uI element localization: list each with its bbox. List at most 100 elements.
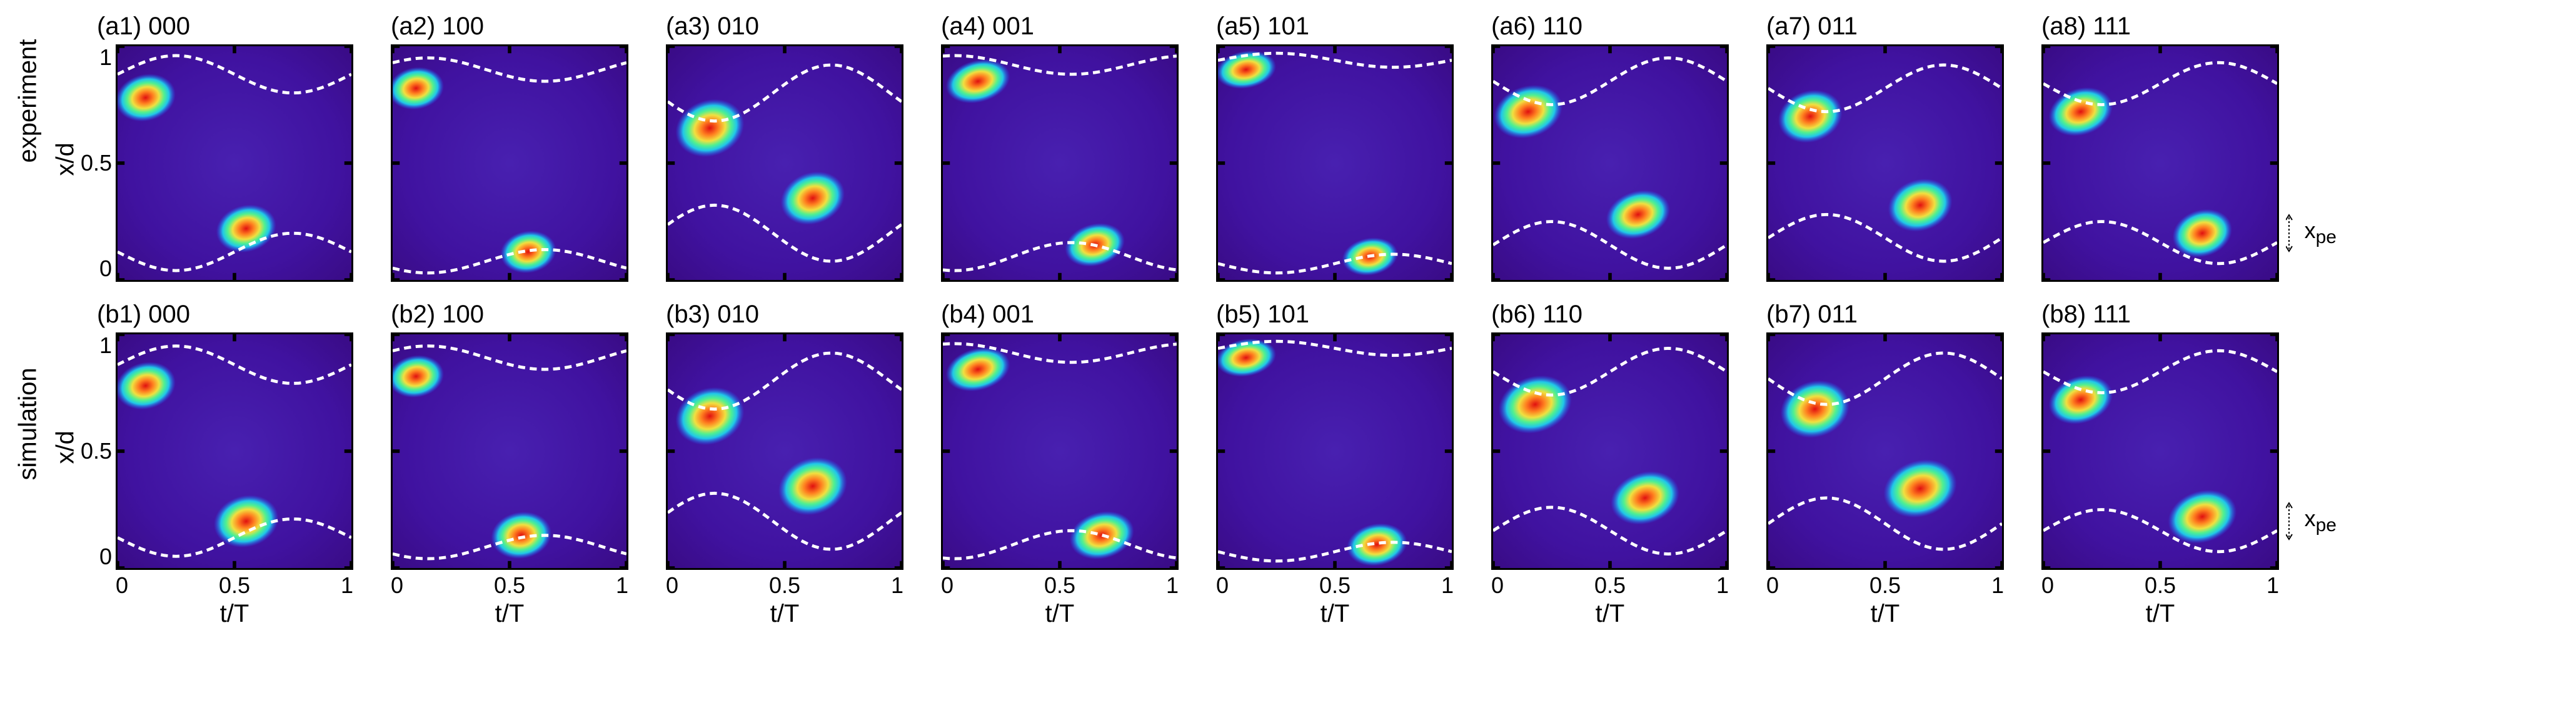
panel-b6: (b6) 110 00.51t/T — [1491, 301, 1729, 628]
x-tick-label: 0 — [2041, 572, 2054, 599]
panels-row: (b1) 000x/d10.50 00.51t — [53, 301, 2279, 628]
x-tick-label: 0.5 — [2145, 572, 2176, 599]
x-axis-label: t/T — [1321, 600, 1350, 628]
x-axis-label: t/T — [495, 600, 525, 628]
heatmap-plot — [1491, 44, 1729, 282]
heatmap-plot — [941, 44, 1179, 282]
x-tick-label: 0.5 — [1319, 572, 1351, 599]
panel-a8: (a8) 111 — [2041, 12, 2279, 282]
y-tick-labels: 10.50 — [78, 44, 116, 282]
x-tick-label: 0.5 — [1594, 572, 1626, 599]
x-tick-labels: 00.51 — [666, 570, 903, 599]
x-tick-label: 0.5 — [494, 572, 525, 599]
panel-b3: (b3) 010 00.51t/T — [666, 301, 903, 628]
x-tick-label: 0 — [666, 572, 678, 599]
x-tick-labels: 00.51 — [2041, 570, 2279, 599]
xpe-bracket-icon — [2286, 499, 2305, 543]
panel-title: (a5) 101 — [1216, 12, 1309, 41]
panel-title: (a1) 000 — [53, 12, 190, 41]
x-tick-label: 0 — [116, 572, 128, 599]
panel-title: (b5) 101 — [1216, 301, 1309, 329]
x-axis: 00.51t/T — [2041, 570, 2279, 628]
xpe-label-text: xpe — [2305, 217, 2337, 248]
heatmap-plot: xpe — [2041, 332, 2279, 570]
x-axis-label: t/T — [2146, 600, 2175, 628]
y-tick-label: 0.5 — [78, 150, 112, 176]
heatmap-plot — [116, 44, 353, 282]
heatmap-plot — [1216, 332, 1454, 570]
x-axis-label: t/T — [220, 600, 249, 628]
x-tick-label: 1 — [891, 572, 903, 599]
heatmap-plot — [1766, 332, 2004, 570]
x-tick-labels: 00.51 — [941, 570, 1179, 599]
x-tick-label: 1 — [1716, 572, 1729, 599]
xpe-annotation: xpe — [2286, 211, 2337, 255]
x-tick-label: 0.5 — [769, 572, 800, 599]
panel-title: (a8) 111 — [2041, 12, 2131, 41]
heatmap-plot — [666, 332, 903, 570]
panel-b1: (b1) 000x/d10.50 00.51t — [53, 301, 353, 628]
panel-title: (a2) 100 — [391, 12, 484, 41]
panel-b7: (b7) 011 00.51t/T — [1766, 301, 2004, 628]
x-axis-label: t/T — [770, 600, 800, 628]
x-tick-label: 0 — [1491, 572, 1504, 599]
panel-title: (a7) 011 — [1766, 12, 1858, 41]
panel-b4: (b4) 001 00.51t/T — [941, 301, 1179, 628]
row-label: experiment — [14, 132, 43, 163]
x-tick-label: 1 — [2267, 572, 2279, 599]
panel-a4: (a4) 001 — [941, 12, 1179, 282]
x-tick-label: 1 — [1166, 572, 1179, 599]
x-tick-label: 0 — [391, 572, 403, 599]
x-tick-label: 0 — [1216, 572, 1229, 599]
panel-a7: (a7) 011 — [1766, 12, 2004, 282]
x-tick-label: 1 — [616, 572, 628, 599]
panel-a2: (a2) 100 — [391, 12, 628, 282]
panels-row: (a1) 000x/d10.50 (a2) 1 — [53, 12, 2279, 282]
x-tick-label: 1 — [341, 572, 353, 599]
x-tick-labels: 00.51 — [116, 570, 353, 599]
x-tick-label: 1 — [1991, 572, 2004, 599]
heatmap-plot — [1491, 332, 1729, 570]
x-tick-labels: 00.51 — [1216, 570, 1454, 599]
x-tick-label: 0.5 — [1044, 572, 1075, 599]
panel-title: (b6) 110 — [1491, 301, 1582, 329]
panel-b5: (b5) 101 00.51t/T — [1216, 301, 1454, 628]
panel-a6: (a6) 110 — [1491, 12, 1729, 282]
heatmap-plot — [116, 332, 353, 570]
panel-title: (a4) 001 — [941, 12, 1034, 41]
x-axis-label: t/T — [1871, 600, 1900, 628]
y-tick-label: 1 — [78, 332, 112, 359]
x-axis: 00.51t/T — [1216, 570, 1454, 628]
x-tick-label: 0.5 — [219, 572, 250, 599]
xpe-annotation: xpe — [2286, 499, 2337, 543]
heatmap-plot — [1216, 44, 1454, 282]
panel-title: (b3) 010 — [666, 301, 759, 329]
x-axis-label: t/T — [1596, 600, 1625, 628]
panel-title: (b1) 000 — [53, 301, 190, 329]
y-tick-labels: 10.50 — [78, 332, 116, 570]
panel-title: (b8) 111 — [2041, 301, 2131, 329]
x-tick-label: 0 — [1766, 572, 1779, 599]
x-tick-labels: 00.51 — [1491, 570, 1729, 599]
panel-a3: (a3) 010 — [666, 12, 903, 282]
y-tick-label: 0 — [78, 544, 112, 570]
panel-title: (b4) 001 — [941, 301, 1034, 329]
y-axis-label: x/d — [52, 439, 80, 464]
x-axis: 00.51t/T — [666, 570, 903, 628]
row-0: experiment(a1) 000x/d10.50 — [13, 12, 2563, 282]
x-axis-label: t/T — [1045, 600, 1075, 628]
panel-a1: (a1) 000x/d10.50 — [53, 12, 353, 282]
heatmap-plot: xpe — [2041, 44, 2279, 282]
xpe-label-text: xpe — [2305, 506, 2337, 536]
panel-title: (b2) 100 — [391, 301, 484, 329]
x-axis: 00.51t/T — [1491, 570, 1729, 628]
panel-title: (b7) 011 — [1766, 301, 1858, 329]
heatmap-plot — [941, 332, 1179, 570]
x-tick-labels: 00.51 — [391, 570, 628, 599]
panel-b2: (b2) 100 00.51t/T — [391, 301, 628, 628]
row-label: simulation — [14, 449, 43, 480]
x-tick-labels: 00.51 — [1766, 570, 2004, 599]
y-tick-label: 0 — [78, 256, 112, 282]
y-axis: x/d10.50 — [53, 332, 116, 570]
heatmap-plot — [666, 44, 903, 282]
